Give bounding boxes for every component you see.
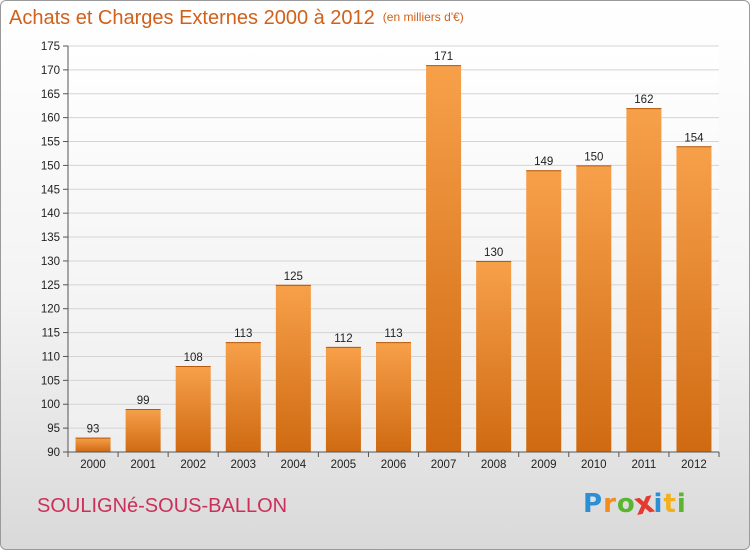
x-tick-label: 2011 (632, 459, 657, 471)
bar (426, 65, 462, 452)
y-tick-label: 160 (41, 113, 60, 125)
y-tick-label: 170 (41, 65, 60, 77)
x-tick-label: 2006 (381, 459, 407, 471)
bar (175, 366, 211, 452)
data-label: 108 (184, 352, 203, 364)
data-label: 130 (484, 247, 503, 259)
bar (576, 165, 612, 453)
data-label: 113 (384, 328, 402, 340)
logo-letter: i (653, 489, 664, 519)
y-tick-label: 140 (41, 208, 60, 220)
data-label: 150 (584, 151, 603, 163)
y-tick-label: 150 (41, 160, 60, 172)
bar (125, 409, 161, 452)
chart-title-block: Achats et Charges Externes 2000 à 2012 (e… (9, 7, 464, 30)
proxiti-logo: Proxiti (583, 485, 687, 523)
y-tick-label: 175 (41, 41, 60, 53)
bar (75, 437, 111, 452)
data-label: 112 (334, 333, 352, 345)
data-label: 125 (284, 271, 303, 283)
x-tick-label: 2004 (281, 459, 307, 471)
data-label: 162 (634, 94, 653, 106)
logo-letter: i (676, 489, 687, 519)
x-tick-label: 2003 (230, 459, 256, 471)
logo-letter: r (603, 489, 617, 519)
logo-letter: P (583, 489, 604, 519)
data-label: 171 (434, 51, 453, 63)
data-label: 99 (137, 395, 150, 407)
y-tick-label: 135 (41, 232, 60, 244)
y-tick-label: 165 (41, 89, 60, 101)
bar (476, 260, 512, 452)
logo-letter: o (616, 489, 636, 519)
x-tick-label: 2000 (80, 459, 106, 471)
data-label: 149 (534, 156, 553, 168)
x-tick-label: 2007 (431, 459, 457, 471)
bar (626, 108, 662, 452)
y-tick-label: 115 (42, 328, 60, 340)
bar (376, 342, 411, 452)
chart-title: Achats et Charges Externes 2000 à 2012 (9, 7, 375, 29)
bar (275, 284, 311, 452)
logo-letter: t (663, 489, 677, 519)
y-tick-label: 125 (41, 280, 60, 292)
location-name: SOULIGNé-SOUS-BALLON (37, 495, 288, 517)
y-tick-label: 145 (41, 184, 60, 196)
y-tick-label: 105 (41, 375, 60, 387)
bar (225, 342, 261, 452)
x-tick-label: 2001 (130, 459, 156, 471)
y-tick-label: 155 (41, 137, 60, 149)
data-label: 154 (684, 132, 704, 144)
x-tick-label: 2010 (581, 459, 607, 471)
y-tick-label: 95 (47, 423, 60, 435)
bar (325, 346, 361, 452)
x-tick-label: 2012 (681, 459, 707, 471)
bar (526, 170, 562, 452)
data-label: 113 (234, 328, 252, 340)
x-tick-label: 2009 (531, 459, 557, 471)
y-tick-label: 130 (41, 256, 60, 268)
y-tick-label: 110 (42, 351, 60, 363)
y-tick-label: 90 (47, 447, 60, 459)
y-tick-label: 100 (41, 399, 60, 411)
y-tick-label: 120 (41, 304, 60, 316)
x-tick-label: 2005 (331, 459, 357, 471)
chart-subtitle: (en milliers d'€) (382, 10, 464, 24)
x-tick-label: 2008 (481, 459, 507, 471)
x-tick-label: 2002 (180, 459, 206, 471)
bar (676, 146, 712, 452)
data-label: 93 (87, 424, 100, 436)
